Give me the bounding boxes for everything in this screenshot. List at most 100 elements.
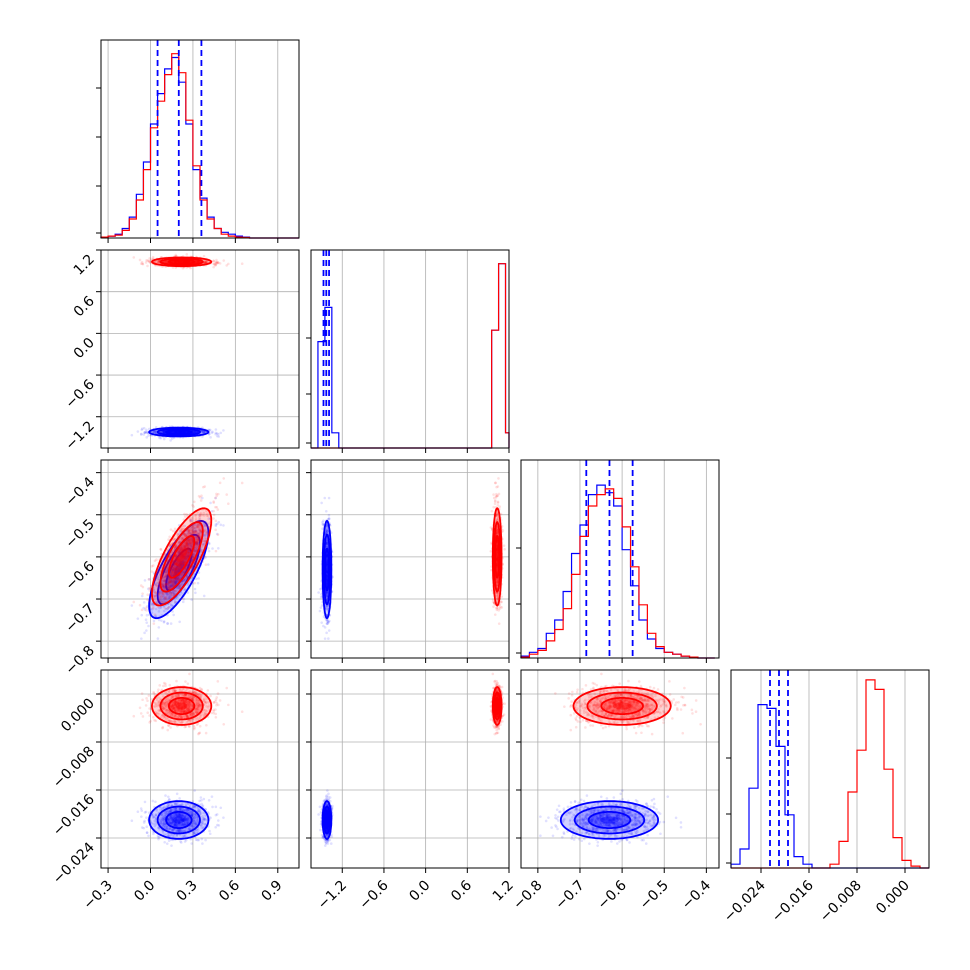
scatter-point — [154, 582, 158, 585]
scatter-point — [159, 597, 162, 600]
scatter-point — [176, 430, 179, 434]
scatter-point — [327, 629, 331, 632]
scatter-point — [185, 543, 188, 546]
scatter-point — [178, 558, 181, 562]
scatter-point — [196, 525, 199, 529]
scatter-point — [173, 557, 177, 561]
scatter-point — [166, 582, 170, 585]
scatter-point — [180, 546, 184, 549]
scatter-point — [194, 530, 198, 534]
scatter-point — [180, 573, 183, 576]
scatter-point — [146, 593, 150, 597]
scatter-point — [188, 543, 192, 546]
scatter-point — [191, 531, 195, 534]
scatter-point — [161, 585, 165, 589]
scatter-point — [178, 584, 182, 588]
density-fill — [151, 508, 212, 606]
scatter-point — [212, 501, 216, 504]
scatter-point — [190, 598, 194, 601]
scatter-point — [179, 560, 182, 563]
scatter-point — [191, 525, 195, 528]
scatter-point — [197, 534, 200, 538]
scatter-point — [188, 528, 191, 532]
scatter-point — [174, 570, 177, 574]
scatter-point — [328, 619, 331, 623]
scatter-point — [216, 508, 220, 511]
scatter-point — [184, 556, 188, 560]
histogram-step-series_b — [100, 53, 299, 239]
scatter-point — [179, 560, 183, 563]
scatter-point — [192, 530, 195, 534]
scatter-point — [165, 582, 169, 586]
scatter-point — [181, 543, 184, 547]
scatter-point — [180, 557, 183, 561]
density-fill — [168, 536, 195, 578]
scatter-point — [172, 560, 176, 563]
scatter-point — [182, 549, 185, 552]
scatter-point — [195, 542, 199, 546]
scatter-point — [196, 538, 199, 542]
scatter-point — [157, 606, 161, 610]
scatter-point — [166, 607, 170, 610]
scatter-point — [179, 530, 182, 533]
scatter-point — [185, 541, 188, 545]
scatter-point — [200, 430, 203, 434]
scatter-point — [178, 430, 182, 434]
scatter-point — [174, 567, 177, 571]
scatter-point — [184, 552, 187, 556]
scatter-point — [162, 582, 166, 586]
scatter-point — [325, 559, 329, 563]
scatter-point — [185, 551, 188, 554]
scatter-point — [188, 547, 192, 551]
scatter-point — [173, 601, 177, 605]
scatter-point — [214, 428, 218, 431]
density-fill — [157, 534, 200, 605]
scatter-point — [145, 609, 148, 612]
scatter-point — [200, 513, 204, 517]
scatter-point — [182, 562, 185, 566]
scatter-point — [183, 545, 186, 549]
scatter-point — [142, 426, 146, 430]
scatter-point — [196, 260, 199, 264]
scatter-point — [162, 620, 166, 623]
scatter-point — [187, 544, 190, 548]
scatter-point — [171, 610, 174, 613]
scatter-point — [214, 432, 217, 436]
scatter-point — [196, 511, 199, 514]
scatter-point — [212, 265, 215, 269]
scatter-point — [177, 260, 181, 264]
scatter-point — [325, 568, 329, 572]
scatter-point — [165, 563, 169, 566]
scatter-point — [174, 562, 178, 565]
scatter-point — [325, 618, 328, 622]
scatter-point — [215, 492, 218, 496]
scatter-point — [187, 531, 190, 535]
scatter-point — [171, 565, 175, 568]
scatter-point — [175, 578, 178, 582]
scatter-point — [184, 533, 188, 537]
scatter-point — [181, 563, 185, 567]
scatter-point — [198, 527, 202, 531]
scatter-point — [183, 260, 187, 263]
scatter-point — [184, 556, 188, 559]
scatter-point — [197, 535, 200, 539]
scatter-point — [187, 551, 190, 554]
scatter-point — [325, 564, 329, 567]
scatter-point — [170, 584, 174, 588]
scatter-point — [141, 262, 145, 266]
scatter-point — [184, 578, 187, 581]
scatter-point — [325, 530, 329, 533]
scatter-point — [182, 553, 186, 556]
density-fill — [176, 547, 188, 567]
scatter-point — [202, 523, 206, 527]
scatter-point — [184, 545, 187, 549]
scatter-point — [175, 570, 179, 574]
scatter-point — [176, 595, 180, 599]
scatter-point — [178, 548, 182, 551]
scatter-point — [217, 520, 221, 524]
scatter-point — [186, 551, 190, 554]
scatter-point — [164, 597, 168, 601]
scatter-point — [183, 545, 186, 549]
scatter-point — [180, 597, 184, 601]
scatter-point — [185, 542, 188, 545]
